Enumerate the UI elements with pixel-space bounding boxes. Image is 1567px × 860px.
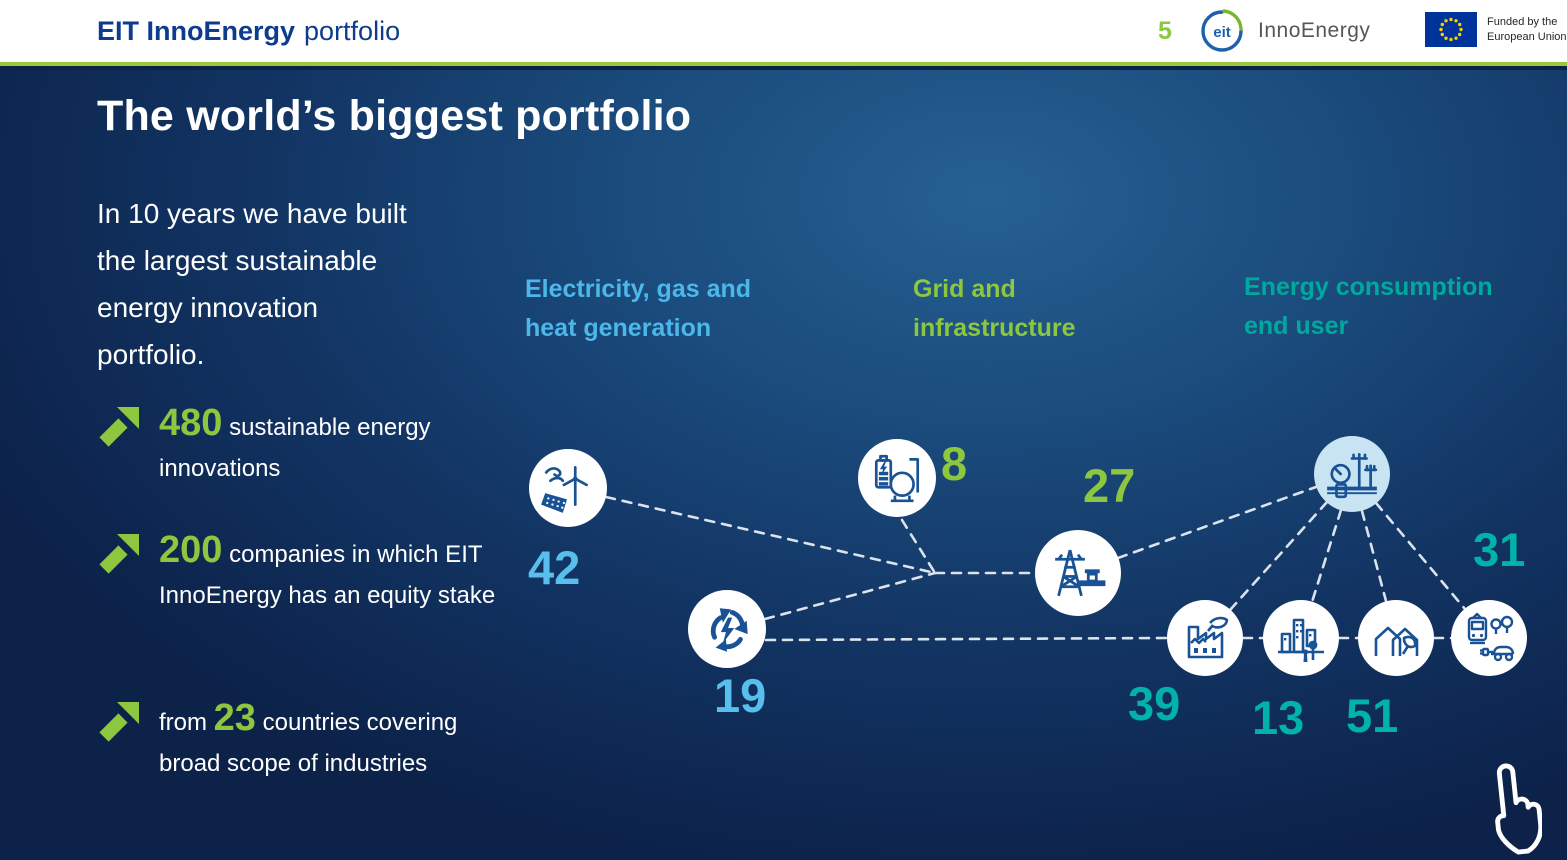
transport-icon — [1467, 612, 1515, 662]
page-number: 5 — [1158, 16, 1172, 45]
category-energy-consumption: Energy consumption end user — [1244, 273, 1493, 340]
header-bar: EIT InnoEnergy portfolio 5 eit InnoEnerg… — [0, 0, 1567, 66]
recycling-energy-icon — [710, 608, 748, 652]
value-grid-pipeline: 27 — [1083, 459, 1136, 512]
growth-arrow-icon — [99, 702, 139, 742]
node-recycling — [688, 590, 766, 668]
header-title-suffix: portfolio — [304, 15, 401, 46]
eu-funding-line1: Funded by the — [1487, 15, 1558, 28]
node-utility-hub — [1314, 436, 1390, 512]
bullet-text: 480 sustainable energy innovations — [159, 402, 431, 483]
header-title-brand: EIT InnoEnergy — [97, 15, 296, 46]
eit-innoenergy-logo: eit InnoEnergy — [1198, 7, 1370, 55]
node-energy-storage — [858, 439, 936, 517]
value-recycling: 19 — [714, 669, 767, 722]
eu-funding-badge: Funded by the European Union — [1425, 12, 1567, 47]
bullet-text: 200 companies in which EIT InnoEnergy ha… — [159, 529, 496, 610]
tap-hand-icon — [1495, 763, 1542, 855]
value-city-buildings: 13 — [1252, 691, 1305, 744]
value-eco-home: 51 — [1346, 689, 1399, 742]
node-eco-home — [1358, 600, 1434, 676]
bullet-text: from 23 countries covering broad scope o… — [159, 697, 458, 778]
node-factory — [1167, 600, 1243, 676]
header-title: EIT InnoEnergy portfolio — [97, 0, 400, 62]
slide-title: The world’s biggest portfolio — [97, 92, 692, 140]
bullet-innovations: 480 sustainable energy innovations — [97, 403, 511, 489]
category-electricity-gas-heat: Electricity, gas and heat generation — [525, 275, 752, 342]
slide-body: The world’s biggest portfolio In 10 year… — [0, 70, 1567, 860]
eco-home-icon — [1374, 626, 1419, 656]
grid-pipeline-icon — [1055, 549, 1106, 597]
eu-funding-line2: European Union — [1487, 30, 1567, 43]
growth-arrow-icon — [99, 534, 139, 574]
eu-flag-icon — [1425, 12, 1477, 47]
eit-logo-icon: eit — [1201, 9, 1243, 52]
factory-icon — [1187, 616, 1229, 659]
value-transport: 31 — [1473, 523, 1526, 576]
bullet-number: 200 — [159, 529, 223, 571]
node-transport — [1451, 600, 1527, 676]
value-wind-solar: 42 — [528, 541, 581, 594]
node-grid-pipeline — [1035, 530, 1121, 616]
bullet-companies: 200 companies in which EIT InnoEnergy ha… — [97, 530, 511, 616]
energy-storage-icon — [874, 454, 920, 503]
value-factory: 39 — [1128, 677, 1181, 730]
svg-text:eit: eit — [1213, 24, 1231, 41]
growth-arrow-icon — [99, 407, 139, 447]
category-grid-infrastructure: Grid and infrastructure — [913, 275, 1076, 342]
bullet-countries: from 23 countries covering broad scope o… — [97, 698, 491, 784]
utility-hub-icon — [1327, 452, 1378, 499]
bullet-number: 23 — [213, 697, 256, 739]
eu-funding-text: Funded by the European Union — [1487, 15, 1567, 45]
bullet-number: 480 — [159, 402, 223, 444]
value-energy-storage: 8 — [941, 437, 968, 490]
city-buildings-icon — [1278, 618, 1324, 662]
wind-solar-icon — [541, 465, 588, 513]
node-city-buildings — [1263, 600, 1339, 676]
intro-text: In 10 years we have built the largest su… — [97, 198, 407, 370]
brand-name: InnoEnergy — [1258, 19, 1371, 42]
node-wind-solar — [529, 449, 607, 527]
